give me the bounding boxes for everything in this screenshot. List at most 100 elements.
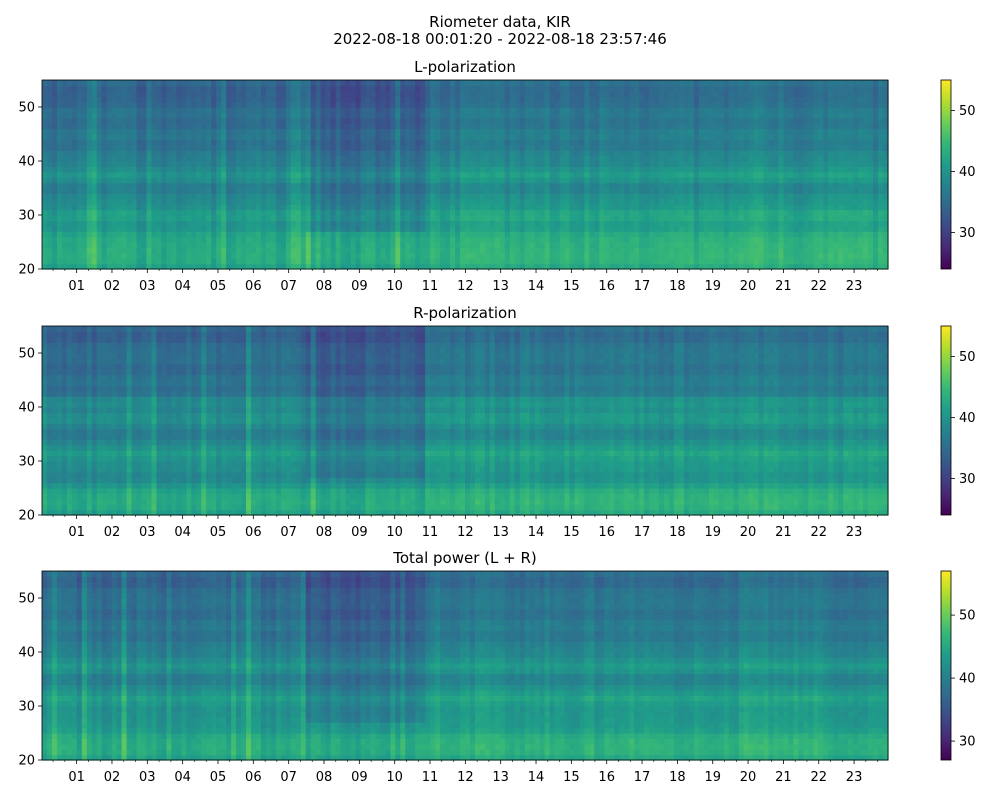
x-tick-label: 04	[174, 279, 191, 294]
x-tick-label: 08	[316, 525, 333, 540]
x-tick-label: 20	[740, 525, 757, 540]
y-tick-label: 20	[18, 509, 35, 524]
x-tick-label: 05	[210, 770, 227, 785]
y-tick-label: 40	[18, 646, 35, 661]
x-tick-label: 18	[669, 525, 686, 540]
x-tick-label: 17	[634, 279, 651, 294]
x-tick-label: 16	[598, 279, 615, 294]
y-tick-label: 50	[18, 347, 35, 362]
x-tick-label: 10	[386, 770, 403, 785]
x-tick-label: 21	[775, 525, 792, 540]
y-tick-label: 50	[18, 592, 35, 607]
y-tick-label: 30	[18, 455, 35, 470]
x-tick-label: 22	[810, 525, 827, 540]
x-tick-label: 12	[457, 279, 474, 294]
colorbar-tick-label: 40	[959, 411, 976, 426]
x-tick-label: 15	[563, 770, 580, 785]
y-tick-label: 40	[18, 155, 35, 170]
x-tick-label: 19	[704, 770, 721, 785]
x-tick-label: 15	[563, 279, 580, 294]
x-tick-label: 03	[139, 279, 156, 294]
x-tick-label: 20	[740, 770, 757, 785]
x-tick-label: 06	[245, 279, 262, 294]
x-tick-label: 05	[210, 525, 227, 540]
x-tick-label: 08	[316, 770, 333, 785]
panel-title: R-polarization	[413, 304, 516, 322]
x-tick-label: 18	[669, 279, 686, 294]
colorbar	[940, 570, 952, 761]
x-tick-label: 06	[245, 525, 262, 540]
x-tick-label: 07	[280, 770, 297, 785]
x-tick-label: 15	[563, 525, 580, 540]
colorbar	[940, 325, 952, 516]
x-tick-label: 01	[68, 525, 85, 540]
x-tick-label: 23	[846, 525, 863, 540]
x-tick-label: 18	[669, 770, 686, 785]
heatmap-cells	[42, 326, 889, 516]
x-tick-label: 13	[492, 770, 509, 785]
x-tick-label: 02	[104, 770, 121, 785]
panel-2: R-polarization 20 30 40 50 01 02 03 04 05 06 07 08 09…	[18, 304, 975, 540]
colorbar-tick-label: 30	[959, 226, 976, 241]
colorbar-tick-label: 40	[959, 672, 976, 687]
colorbar	[940, 79, 952, 270]
y-tick-label: 20	[18, 263, 35, 278]
x-tick-label: 04	[174, 525, 191, 540]
x-tick-label: 17	[634, 770, 651, 785]
x-tick-label: 09	[351, 525, 368, 540]
panel-title: L-polarization	[414, 58, 516, 76]
x-tick-label: 22	[810, 770, 827, 785]
colorbar-tick-label: 50	[959, 104, 976, 119]
y-tick-label: 30	[18, 209, 35, 224]
x-tick-label: 12	[457, 525, 474, 540]
x-tick-label: 05	[210, 279, 227, 294]
x-tick-label: 14	[528, 525, 545, 540]
x-tick-label: 03	[139, 770, 156, 785]
figure-subtitle-time-range: 2022-08-18 00:01:20 - 2022-08-18 23:57:4…	[333, 30, 667, 48]
x-tick-label: 11	[422, 279, 439, 294]
x-tick-label: 07	[280, 525, 297, 540]
panel-1: L-polarization 20 30 40 50 01 02 03 04 05 06 07 08 09…	[18, 58, 975, 294]
x-tick-label: 09	[351, 770, 368, 785]
x-tick-label: 04	[174, 770, 191, 785]
y-tick-label: 30	[18, 700, 35, 715]
x-tick-label: 01	[68, 770, 85, 785]
x-tick-label: 13	[492, 279, 509, 294]
x-tick-label: 01	[68, 279, 85, 294]
x-tick-label: 06	[245, 770, 262, 785]
x-tick-label: 19	[704, 525, 721, 540]
colorbar-tick-label: 30	[959, 472, 976, 487]
x-tick-label: 22	[810, 279, 827, 294]
x-tick-label: 12	[457, 770, 474, 785]
x-tick-label: 02	[104, 279, 121, 294]
x-tick-label: 09	[351, 279, 368, 294]
x-tick-label: 10	[386, 279, 403, 294]
y-tick-label: 50	[18, 101, 35, 116]
x-tick-label: 14	[528, 770, 545, 785]
y-tick-label: 40	[18, 401, 35, 416]
panel-3: Total power (L + R) 20 30 40 50 01 02 03 04 05 06 0…	[18, 549, 975, 785]
x-tick-label: 10	[386, 525, 403, 540]
colorbar-tick-label: 50	[959, 609, 976, 624]
x-tick-label: 23	[846, 279, 863, 294]
x-tick-label: 03	[139, 525, 156, 540]
colorbar-tick-label: 50	[959, 350, 976, 365]
heatmap-cells	[42, 80, 889, 270]
y-tick-label: 20	[18, 754, 35, 769]
x-tick-label: 13	[492, 525, 509, 540]
x-tick-label: 19	[704, 279, 721, 294]
panel-title: Total power (L + R)	[392, 549, 537, 567]
x-tick-label: 21	[775, 770, 792, 785]
colorbar-tick-label: 40	[959, 165, 976, 180]
x-tick-label: 07	[280, 279, 297, 294]
x-tick-label: 20	[740, 279, 757, 294]
x-tick-label: 23	[846, 770, 863, 785]
x-tick-label: 16	[598, 770, 615, 785]
colorbar-tick-label: 30	[959, 735, 976, 750]
figure-title: Riometer data, KIR	[429, 13, 571, 31]
x-tick-label: 16	[598, 525, 615, 540]
x-tick-label: 11	[422, 770, 439, 785]
x-tick-label: 17	[634, 525, 651, 540]
heatmap-cells	[42, 571, 889, 761]
